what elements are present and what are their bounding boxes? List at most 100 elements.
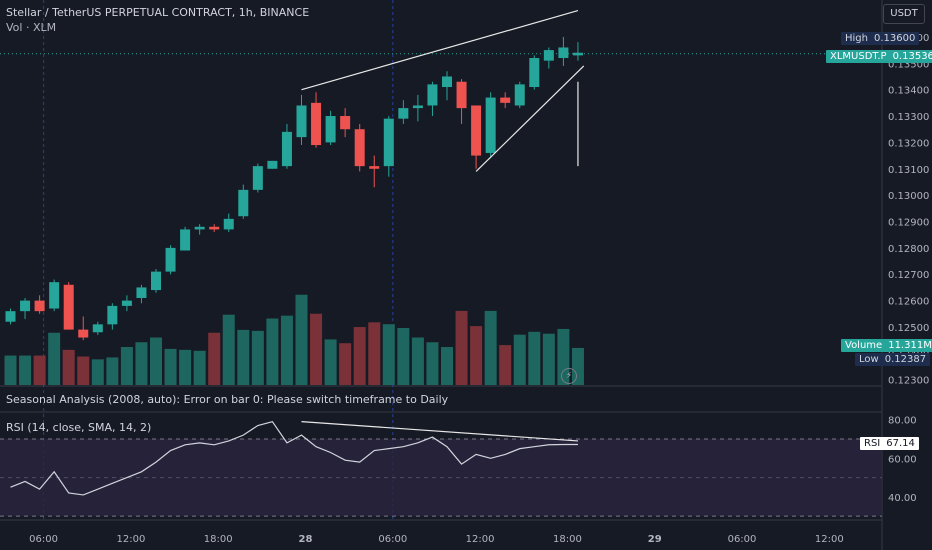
symbol-title[interactable]: Stellar / TetherUS PERPETUAL CONTRACT, 1… — [6, 6, 310, 19]
candle-body — [456, 81, 467, 109]
price-axis-label: 0.12500 — [888, 323, 929, 334]
rsi-axis-label: 40.00 — [888, 493, 917, 504]
candle-body — [223, 218, 234, 230]
rsi-tag-value: 67.14 — [886, 438, 915, 449]
volume-bar — [164, 348, 177, 385]
time-axis-label: 06:00 — [378, 534, 407, 545]
symbol-label: XLMUSDT.P — [830, 51, 887, 62]
candle-body — [136, 287, 147, 298]
candle-body — [5, 311, 16, 322]
chart-grid — [0, 0, 883, 550]
candle-body — [92, 324, 103, 333]
candle-body — [398, 108, 409, 119]
volume-bar — [295, 294, 308, 385]
candle-body — [49, 282, 60, 309]
volume-value: 11.311M — [888, 340, 932, 351]
volume-bar — [77, 356, 90, 385]
volume-bar — [441, 347, 453, 385]
trendline — [301, 9, 579, 91]
volume-bar — [484, 310, 497, 385]
candle-body — [383, 118, 394, 167]
price-axis-label: 0.12800 — [888, 244, 929, 255]
seasonal-analysis-message[interactable]: Seasonal Analysis (2008, auto): Error on… — [6, 393, 449, 406]
volume-bar — [179, 349, 192, 385]
candle-body — [252, 166, 263, 190]
axes: 0.13600 0.13500 0.13400 0.13300 0.13200 0.131… — [29, 33, 929, 545]
price-axis-label: 0.13000 — [888, 191, 929, 202]
volume-bar — [193, 350, 206, 385]
volume-bar — [324, 339, 337, 385]
high-value: 0.13600 — [873, 33, 916, 44]
price-axis-label: 0.12900 — [888, 218, 929, 229]
rsi-line — [10, 420, 578, 496]
volume-bar — [208, 332, 221, 385]
candle-body — [281, 131, 292, 167]
candle-body — [180, 229, 191, 251]
volume-bars — [4, 294, 584, 385]
volume-bar — [150, 337, 162, 385]
volume-bar — [353, 327, 366, 385]
candle-body — [165, 247, 176, 272]
candle-body — [529, 58, 540, 88]
price-axis-label: 0.12300 — [888, 376, 929, 387]
volume-bar — [411, 337, 424, 385]
rsi-value-tag: RSI 67.14 — [860, 437, 919, 450]
low-value: 0.12387 — [884, 354, 927, 365]
volume-bar — [368, 322, 381, 385]
price-axis-label: 0.13200 — [888, 138, 929, 149]
time-axis-label: 12:00 — [116, 534, 145, 545]
rsi-axis-label: 60.00 — [888, 454, 917, 465]
candle-body — [151, 271, 161, 291]
lightning-icon[interactable]: ⚡ — [561, 368, 577, 384]
volume-bar — [62, 349, 75, 385]
high-price-tag: High 0.13600 — [841, 32, 920, 45]
volume-bar — [106, 357, 119, 385]
candle-body — [412, 105, 423, 109]
time-axis-label: 06:00 — [29, 534, 58, 545]
low-price-tag: Low 0.12387 — [855, 353, 931, 366]
volume-bar — [266, 318, 279, 385]
volume-bar — [382, 324, 395, 385]
candle-body — [20, 300, 31, 312]
candle-body — [267, 160, 278, 169]
rsi-axis-label: 80.00 — [888, 416, 917, 427]
volume-bar — [251, 330, 264, 385]
candle-body — [354, 129, 365, 167]
candle-body — [442, 76, 452, 88]
candle-body — [325, 116, 336, 143]
rsi-trendline — [301, 421, 578, 442]
volume-bar — [222, 314, 235, 385]
high-label: High — [845, 33, 868, 44]
rsi-indicator-label[interactable]: RSI (14, close, SMA, 14, 2) — [6, 421, 152, 434]
price-axis-label: 0.13100 — [888, 165, 929, 176]
last-price-tag: XLMUSDT.P 0.13536 — [826, 50, 932, 63]
trendlines — [301, 9, 585, 172]
candle-body — [194, 226, 205, 230]
candle-body — [209, 226, 220, 230]
time-axis-label: 18:00 — [553, 534, 582, 545]
time-axis-label: 18:00 — [204, 534, 233, 545]
volume-bar — [499, 345, 512, 385]
volume-bar — [4, 355, 17, 385]
trendline — [475, 65, 585, 172]
candlesticks — [5, 36, 583, 341]
volume-bar — [48, 332, 61, 385]
volume-indicator-label[interactable]: Vol · XLM — [6, 21, 57, 34]
candle-body — [543, 50, 554, 61]
candle-body — [63, 284, 74, 330]
volume-bar — [91, 359, 104, 385]
low-label: Low — [859, 354, 879, 365]
volume-bar — [280, 315, 293, 385]
currency-button[interactable]: USDT — [883, 4, 925, 24]
candle-body — [514, 84, 525, 106]
candle-body — [471, 105, 482, 156]
price-axis-label: 0.13300 — [888, 112, 929, 123]
candle-body — [558, 47, 569, 59]
price-axis-label: 0.12600 — [888, 297, 929, 308]
candle-body — [238, 189, 249, 217]
candle-body — [427, 84, 438, 106]
candle-body — [369, 166, 380, 169]
rsi-tag-label: RSI — [864, 438, 881, 449]
volume-bar — [135, 342, 148, 385]
